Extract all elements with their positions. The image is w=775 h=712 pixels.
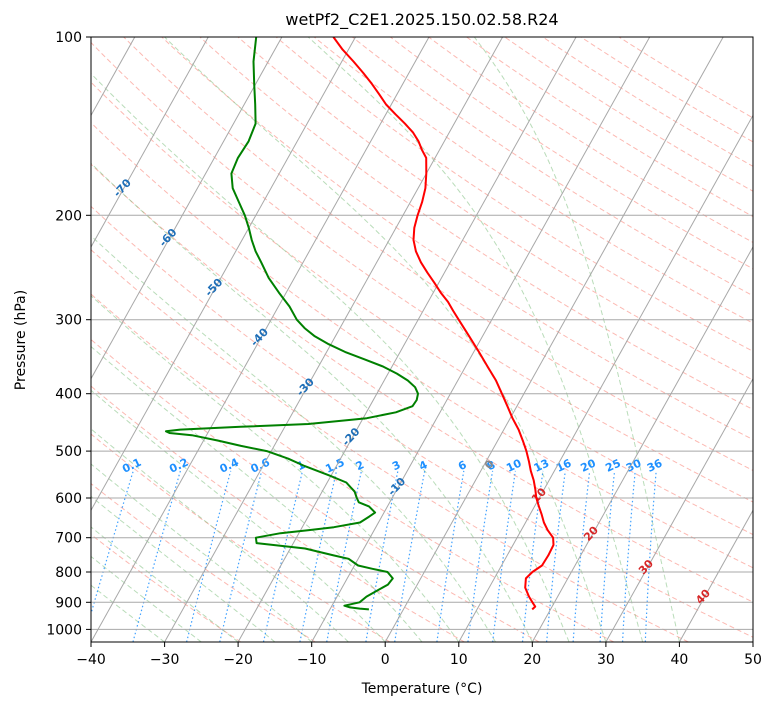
y-tick-label: 700 [55,531,82,547]
y-tick-label: 500 [55,444,82,460]
x-tick-label: 0 [381,652,390,668]
y-tick-label: 200 [55,208,82,224]
x-tick-label: 40 [670,652,688,668]
chart-title: wetPf2_C2E1.2025.150.02.58.R24 [285,10,558,30]
y-tick-label: 600 [55,491,82,507]
y-tick-label: 800 [55,565,82,581]
y-tick-label: 900 [55,595,82,611]
x-tick-label: −30 [150,652,180,668]
x-tick-label: −10 [297,652,327,668]
x-axis-label: Temperature (°C) [361,681,483,697]
y-tick-label: 1000 [46,622,82,638]
y-tick-label: 400 [55,387,82,403]
y-tick-label: 100 [55,30,82,46]
x-tick-label: 50 [744,652,762,668]
x-tick-label: 20 [523,652,541,668]
x-tick-label: 30 [597,652,615,668]
y-tick-label: 300 [55,313,82,329]
x-tick-label: −40 [76,652,106,668]
y-axis-label: Pressure (hPa) [13,290,29,390]
x-tick-label: 10 [450,652,468,668]
x-tick-label: −20 [223,652,253,668]
